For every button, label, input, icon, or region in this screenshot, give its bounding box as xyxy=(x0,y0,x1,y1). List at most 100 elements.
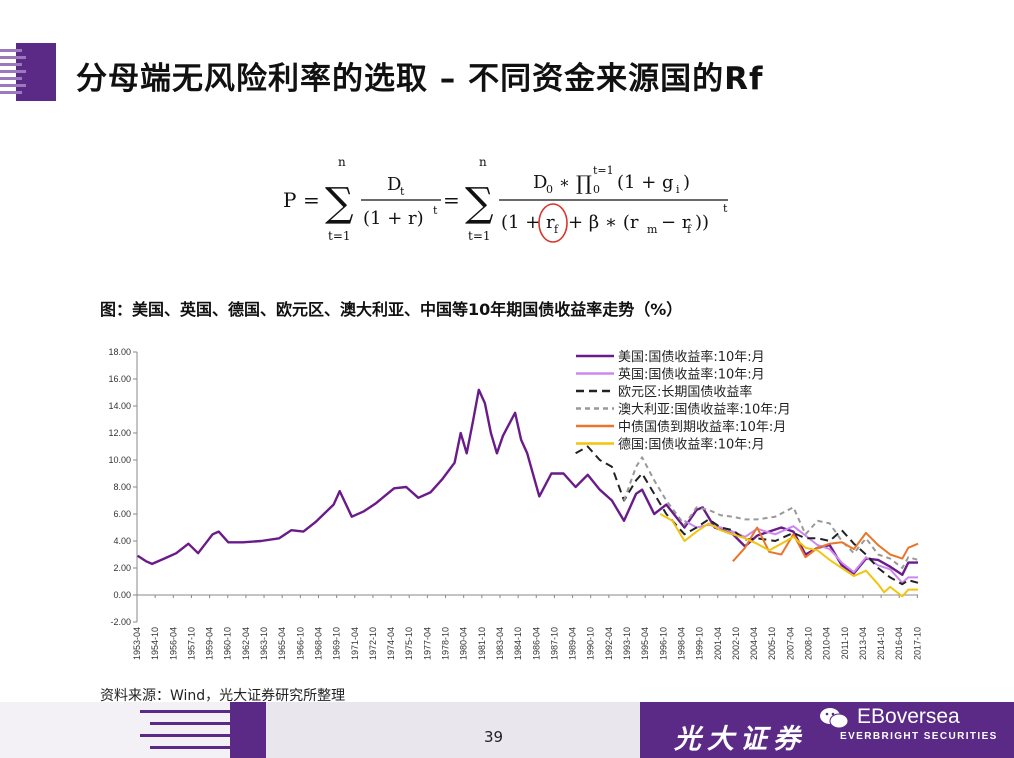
den2-open: (1 + xyxy=(501,212,540,233)
num2-close: ) xyxy=(683,172,690,193)
x-tick-label: 1998-04 xyxy=(676,627,686,660)
x-tick-label: 2007-04 xyxy=(785,627,795,660)
x-tick-label: 2017-10 xyxy=(912,627,922,660)
y-tick-label: 0.00 xyxy=(113,590,131,600)
y-tick-label: 18.00 xyxy=(108,347,131,357)
y-tick-label: 10.00 xyxy=(108,455,131,465)
x-tick-label: 1957-10 xyxy=(186,627,196,660)
x-tick-label: 2011-10 xyxy=(840,627,850,659)
den2-f-sub: f xyxy=(687,223,692,236)
brand-english: EBoversea xyxy=(857,705,960,728)
num1-sub: t xyxy=(400,185,405,198)
den1: (1 + r) xyxy=(363,208,424,229)
sum1-sign: ∑ xyxy=(325,180,354,226)
page-number: 39 xyxy=(484,728,504,746)
formula-eq1: = xyxy=(303,188,320,212)
prod-sign: ∏ xyxy=(576,171,592,195)
x-tick-label: 1972-10 xyxy=(368,627,378,660)
den2-minus: − r xyxy=(661,212,691,233)
x-tick-label: 1965-04 xyxy=(277,627,287,660)
legend-label-au: 澳大利亚:国债收益率:10年:月 xyxy=(618,402,791,418)
x-tick-label: 1989-04 xyxy=(568,627,578,660)
x-tick-label: 2013-04 xyxy=(858,627,868,660)
y-tick-label: -2.00 xyxy=(110,617,131,627)
rf-highlight-circle xyxy=(538,203,568,243)
x-tick-label: 2001-04 xyxy=(713,627,723,660)
num2-op: ∗ xyxy=(559,173,570,192)
x-tick-label: 1992-04 xyxy=(604,627,614,660)
num2-rest: (1 + g xyxy=(617,172,674,193)
prod-sub: 0 xyxy=(593,183,600,196)
x-tick-label: 1999-10 xyxy=(695,627,705,660)
x-tick-label: 1995-04 xyxy=(640,627,650,660)
x-tick-label: 1980-04 xyxy=(459,627,469,660)
chart-axes: 18.00 16.00 14.00 12.00 10.00 8.00 6.00 4.00 2.0… xyxy=(108,347,922,660)
x-tick-label: 1959-04 xyxy=(205,627,215,660)
x-tick-label: 1966-10 xyxy=(295,627,305,660)
wechat-icon xyxy=(820,708,849,729)
x-tick-label: 1962-04 xyxy=(241,627,251,660)
x-tick-label: 2008-10 xyxy=(804,627,814,660)
x-tick-label: 1977-04 xyxy=(422,627,432,660)
series-line-uk xyxy=(684,519,918,584)
x-tick-label: 1969-10 xyxy=(332,627,342,660)
y-tick-label: 6.00 xyxy=(113,509,131,519)
y-tick-label: 12.00 xyxy=(108,428,131,438)
sum2-bottom: t=1 xyxy=(468,229,491,243)
legend-label-cn: 中债国债到期收益率:10年:月 xyxy=(618,419,786,435)
slide-title: 分母端无风险利率的选取 – 不同资金来源国的Rf xyxy=(76,61,764,97)
x-tick-label: 2010-04 xyxy=(822,627,832,660)
num2-prefix: D xyxy=(533,172,547,193)
x-tick-label: 1993-10 xyxy=(622,627,632,660)
x-tick-label: 2016-04 xyxy=(894,627,904,660)
x-tick-label: 1971-04 xyxy=(350,627,360,660)
x-tick-label: 1956-04 xyxy=(168,627,178,660)
x-tick-label: 1954-10 xyxy=(150,627,160,660)
yield-chart: 18.00 16.00 14.00 12.00 10.00 8.00 6.00 4.00 2.0… xyxy=(108,347,922,660)
den2-r-sub: f xyxy=(554,223,559,236)
chart-series xyxy=(136,388,919,598)
chart-caption: 图：美国、英国、德国、欧元区、澳大利亚、中国等10年期国债收益率走势（%） xyxy=(100,300,683,319)
x-tick-label: 1981-10 xyxy=(477,627,487,660)
legend-label-us: 美国:国债收益率:10年:月 xyxy=(618,349,765,365)
series-line-au xyxy=(623,456,919,569)
x-tick-label: 1984-10 xyxy=(513,627,523,660)
den2-m-sub: m xyxy=(647,223,658,236)
num1: D xyxy=(387,174,401,195)
x-tick-label: 1987-10 xyxy=(549,627,559,660)
x-tick-label: 2004-04 xyxy=(749,627,759,660)
sum2-sign: ∑ xyxy=(465,180,494,226)
x-tick-label: 1978-10 xyxy=(441,627,451,660)
x-tick-label: 1983-04 xyxy=(495,627,505,660)
y-tick-label: 14.00 xyxy=(108,401,131,411)
series-line-eu xyxy=(575,445,919,586)
formula-lhs: P xyxy=(283,188,296,212)
x-tick-label: 2002-10 xyxy=(731,627,741,660)
prod-sup: t=1 xyxy=(593,164,614,177)
x-tick-label: 1996-10 xyxy=(658,627,668,660)
y-tick-label: 8.00 xyxy=(113,482,131,492)
series-line-de xyxy=(659,513,918,598)
formula-eq2: = xyxy=(443,188,460,212)
num2-prefix-sub: 0 xyxy=(546,183,553,196)
num2-rest-sub: i xyxy=(676,183,680,196)
y-tick-label: 2.00 xyxy=(113,563,131,573)
company-logo xyxy=(0,43,56,101)
den2-r: r xyxy=(546,212,555,233)
sum2-top: n xyxy=(479,155,487,169)
legend-label-uk: 英国:国债收益率:10年:月 xyxy=(618,367,765,383)
sum1-top: n xyxy=(338,155,346,169)
legend-label-de: 德国:国债收益率:10年:月 xyxy=(618,437,765,453)
series-line-cn xyxy=(732,526,919,562)
x-tick-label: 2014-10 xyxy=(876,627,886,660)
chart-legend: 美国:国债收益率:10年:月英国:国债收益率:10年:月欧元区:长期国债收益率澳… xyxy=(576,349,791,453)
x-tick-label: 2005-10 xyxy=(767,627,777,660)
x-tick-label: 1963-10 xyxy=(259,627,269,660)
x-tick-label: 1986-04 xyxy=(531,627,541,660)
den2-close: )) xyxy=(695,212,709,233)
x-tick-label: 1968-04 xyxy=(313,627,323,660)
legend-label-eu: 欧元区:长期国债收益率 xyxy=(618,384,752,400)
x-tick-label: 1990-10 xyxy=(586,627,596,660)
sum1-bottom: t=1 xyxy=(328,229,351,243)
x-tick-label: 1974-04 xyxy=(386,627,396,660)
